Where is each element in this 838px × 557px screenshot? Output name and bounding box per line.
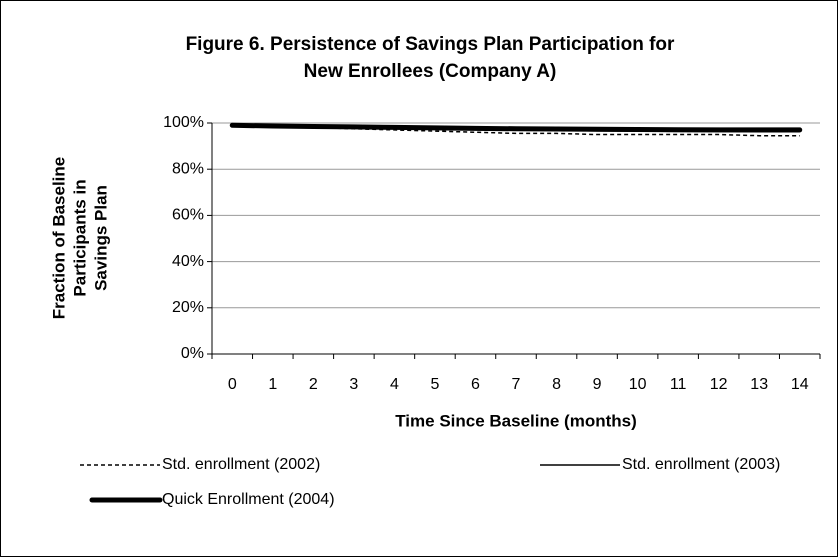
x-tick-label: 2: [309, 376, 318, 393]
x-tick-label: 14: [791, 376, 809, 393]
x-tick-label: 4: [390, 376, 399, 393]
chart-title: Figure 6. Persistence of Savings Plan Pa…: [186, 34, 675, 55]
y-tick-label: 100%: [163, 114, 204, 131]
legend-label: Std. enrollment (2003): [622, 456, 780, 473]
y-axis-title-line: Fraction of Baseline: [49, 157, 68, 319]
x-tick-label: 5: [430, 376, 439, 393]
x-tick-label: 0: [228, 376, 237, 393]
x-tick-label: 10: [629, 376, 647, 393]
y-tick-label: 20%: [172, 299, 204, 316]
x-tick-label: 7: [512, 376, 521, 393]
series-line: [229, 122, 803, 133]
x-tick-label: 6: [471, 376, 480, 393]
y-tick-label: 0%: [181, 345, 204, 362]
x-tick-label: 3: [349, 376, 358, 393]
x-tick-label: 8: [552, 376, 561, 393]
chart-title: New Enrollees (Company A): [304, 61, 557, 82]
y-tick-label: 40%: [172, 253, 204, 270]
x-tick-label: 1: [268, 376, 277, 393]
x-tick-label: 13: [750, 376, 768, 393]
y-axis-title-line: Participants in: [70, 179, 89, 296]
y-axis-title-line: Savings Plan: [91, 185, 110, 291]
legend-label: Quick Enrollment (2004): [162, 491, 335, 508]
legend-label: Std. enrollment (2002): [162, 456, 320, 473]
y-tick-label: 80%: [172, 160, 204, 177]
x-tick-label: 9: [593, 376, 602, 393]
x-tick-label: 11: [670, 376, 687, 393]
y-tick-label: 60%: [172, 207, 204, 224]
x-tick-label: 12: [710, 376, 728, 393]
x-axis-title: Time Since Baseline (months): [395, 411, 637, 430]
y-axis-title: Fraction of Baseline Participants in Sav…: [49, 157, 110, 319]
